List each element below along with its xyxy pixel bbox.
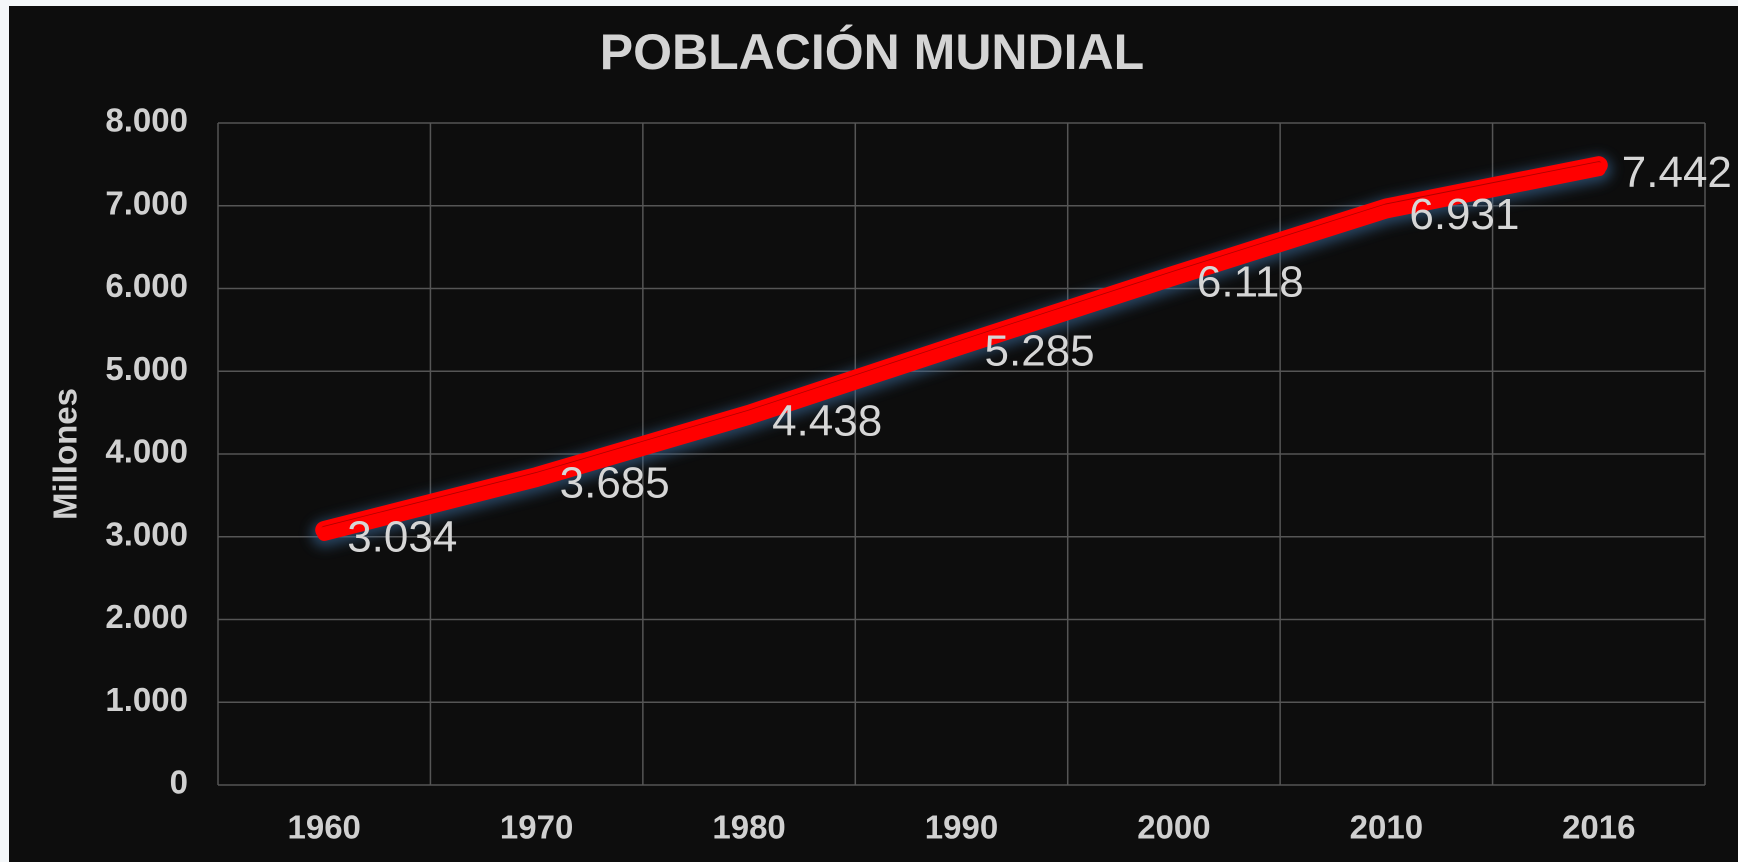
y-tick-label: 8.000: [105, 102, 188, 139]
x-tick-label: 1970: [500, 809, 573, 846]
data-label: 7.442: [1622, 148, 1732, 197]
y-tick-label: 3.000: [105, 515, 188, 552]
chart-background: [9, 6, 1738, 862]
data-label: 6.118: [1197, 257, 1304, 306]
line: [317, 162, 1606, 541]
x-tick-label: 2000: [1137, 809, 1210, 846]
data-label: 4.438: [772, 396, 882, 445]
y-tick-label: 0: [170, 764, 188, 801]
data-label: 3.034: [347, 513, 457, 562]
x-tick-label: 1980: [712, 809, 785, 846]
data-label: 5.285: [985, 326, 1095, 375]
y-tick-label: 6.000: [105, 267, 188, 304]
y-axis-label: Millones: [47, 388, 84, 520]
chart-title: POBLACIÓN MUNDIAL: [600, 24, 1144, 80]
data-label: 3.685: [560, 459, 670, 508]
y-tick-label: 5.000: [105, 350, 188, 387]
y-tick-label: 1.000: [105, 681, 188, 718]
y-tick-label: 2.000: [105, 598, 188, 635]
y-tick-label: 4.000: [105, 433, 188, 470]
x-tick-label: 2010: [1350, 809, 1423, 846]
y-tick-label: 7.000: [105, 184, 188, 221]
x-tick-label: 1990: [925, 809, 998, 846]
x-tick-label: 1960: [288, 809, 361, 846]
x-tick-label: 2016: [1562, 809, 1635, 846]
data-label: 6.931: [1409, 190, 1519, 239]
